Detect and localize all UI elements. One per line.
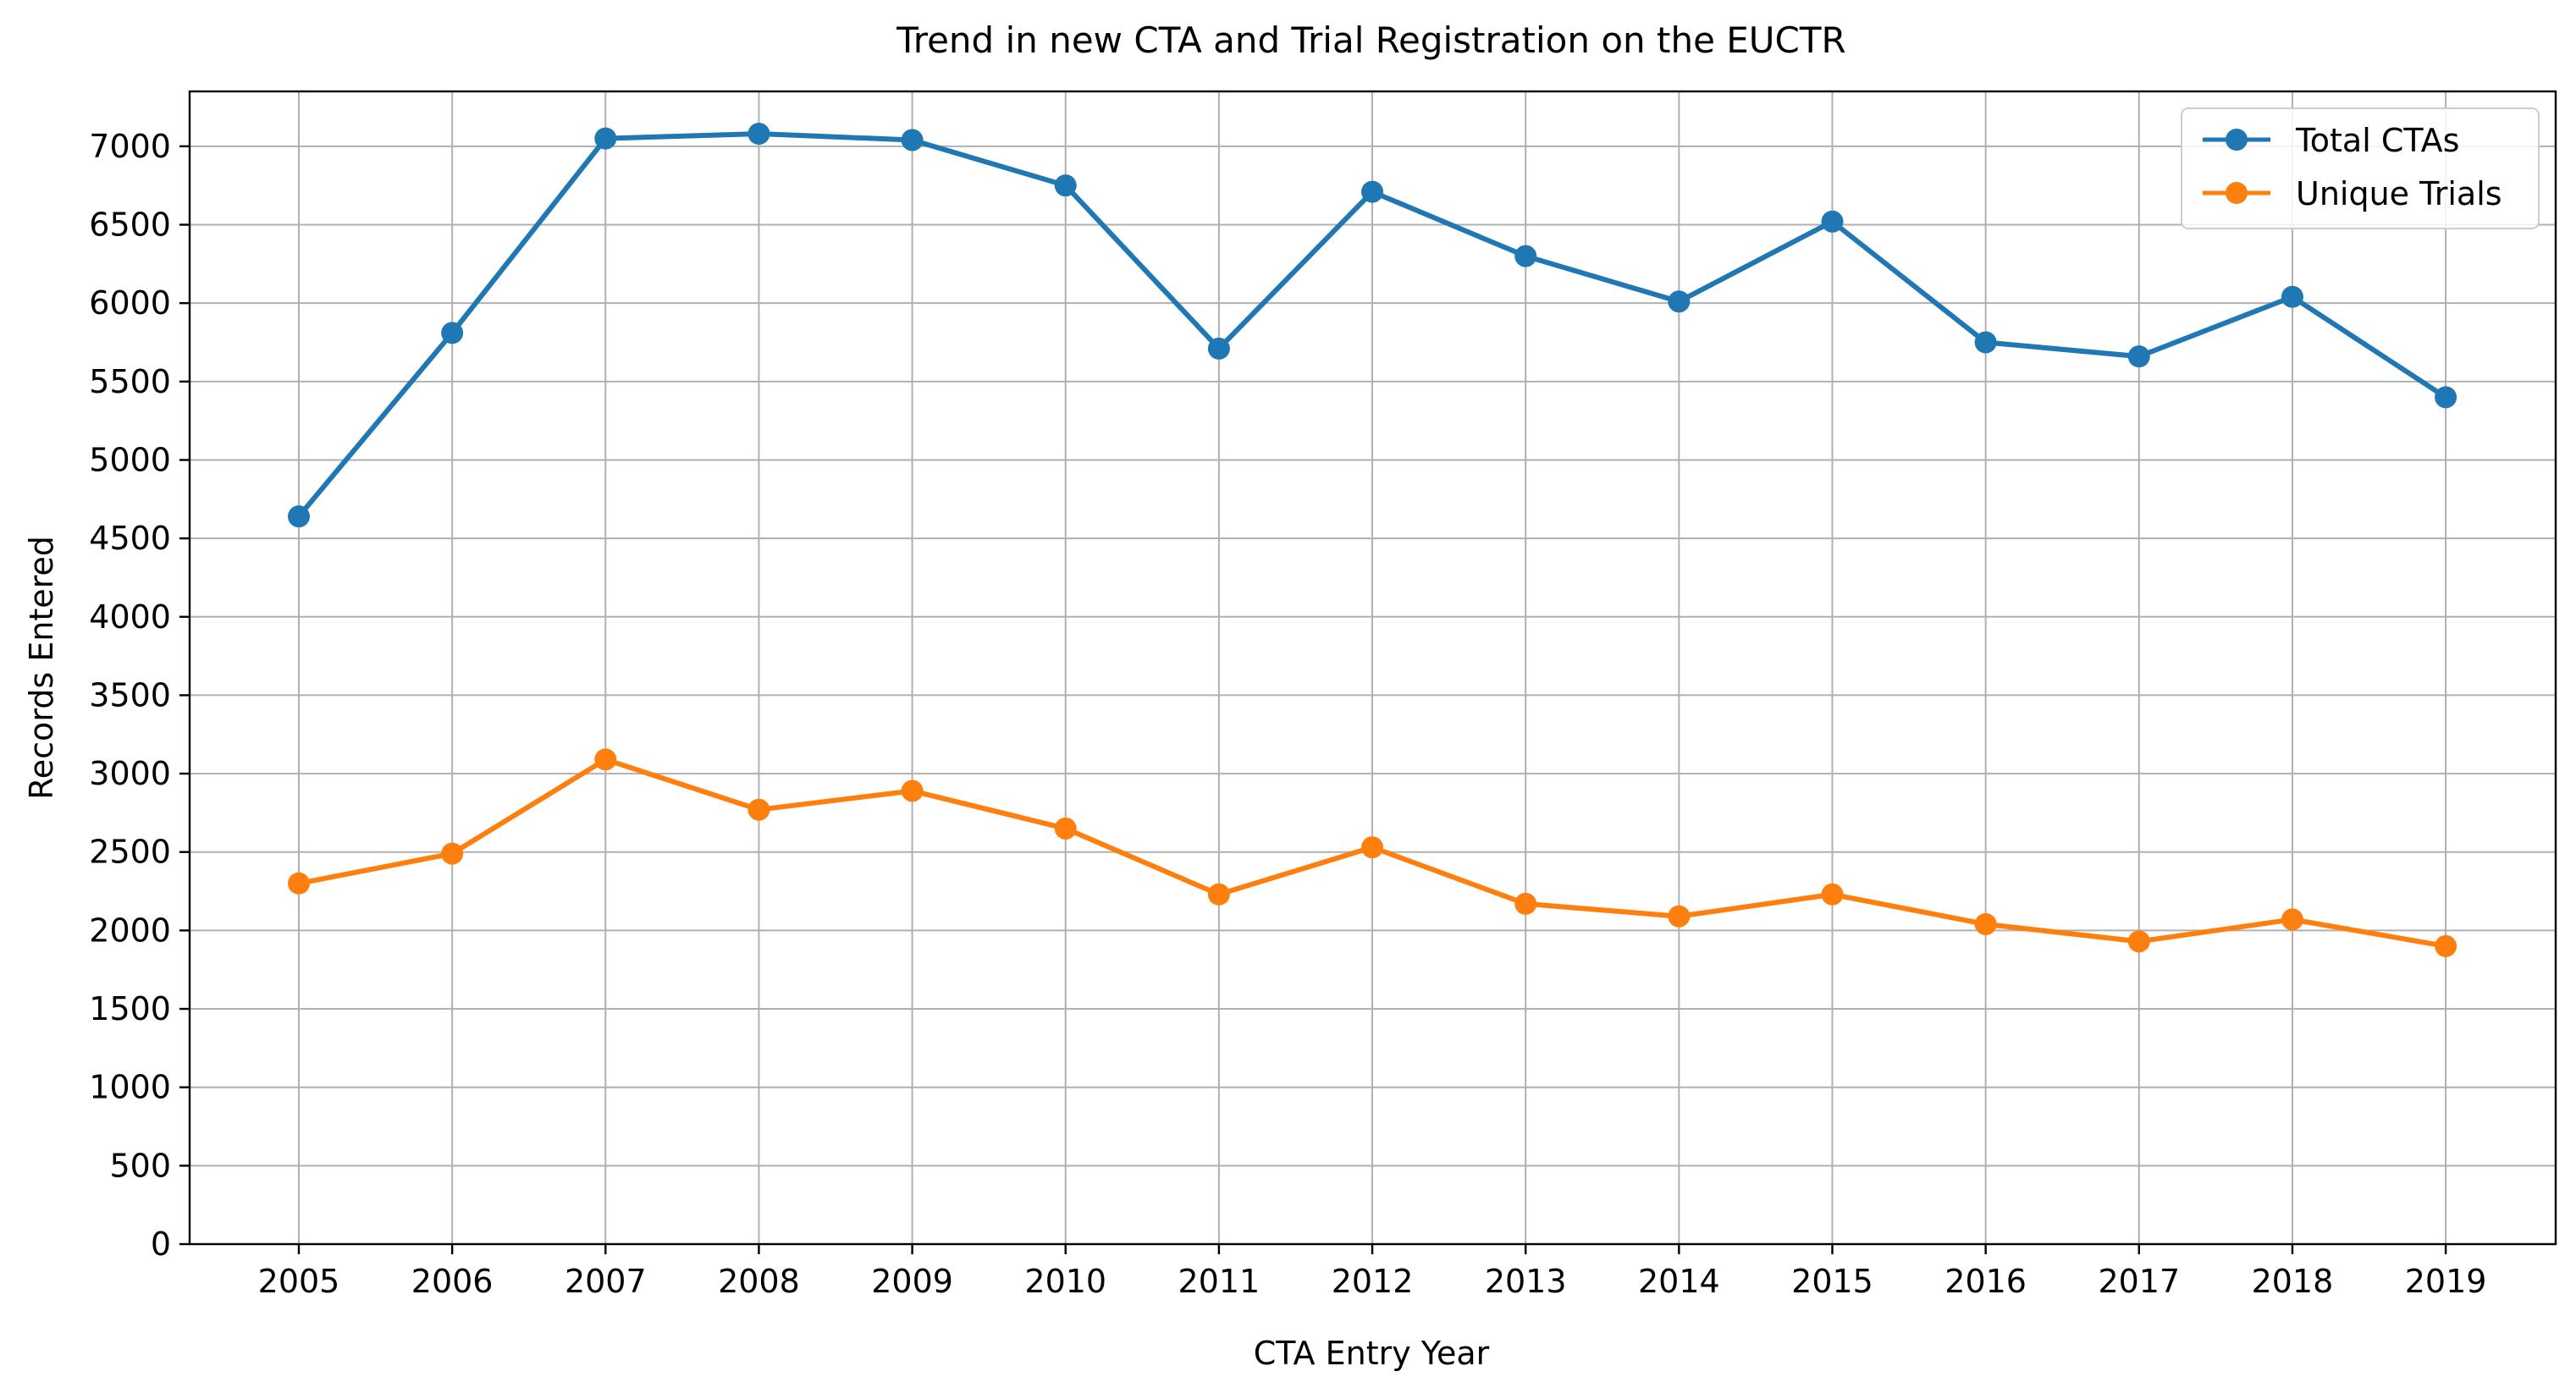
x-tick-label-2016: 2016 xyxy=(1944,1263,2027,1300)
data-point-total-ctas-2013 xyxy=(1514,245,1537,267)
x-tick-label-2017: 2017 xyxy=(2098,1263,2180,1300)
y-tick-label-3500: 3500 xyxy=(89,676,171,713)
data-point-unique-trials-2012 xyxy=(1361,836,1384,859)
x-tick-label-2005: 2005 xyxy=(258,1263,340,1300)
x-tick-label-2007: 2007 xyxy=(565,1263,647,1300)
data-point-unique-trials-2008 xyxy=(747,798,770,821)
series-layer xyxy=(288,123,2457,957)
data-point-total-ctas-2014 xyxy=(1668,290,1691,313)
y-tick-label-7000: 7000 xyxy=(89,128,171,165)
x-tick-label-2009: 2009 xyxy=(871,1263,953,1300)
data-point-unique-trials-2007 xyxy=(594,748,617,771)
x-tick-label-2014: 2014 xyxy=(1638,1263,1720,1300)
data-point-total-ctas-2008 xyxy=(747,123,770,146)
y-tick-label-2500: 2500 xyxy=(89,834,171,871)
data-point-total-ctas-2015 xyxy=(1821,210,1844,233)
x-tick-label-2019: 2019 xyxy=(2405,1263,2487,1300)
data-point-unique-trials-2011 xyxy=(1207,883,1230,906)
y-tick-label-2000: 2000 xyxy=(89,912,171,949)
legend-marker-total-ctas xyxy=(2226,129,2248,151)
legend: Total CTAs Unique Trials xyxy=(2181,107,2540,229)
x-tick-label-2006: 2006 xyxy=(411,1263,494,1300)
x-tick-label-2015: 2015 xyxy=(1791,1263,1873,1300)
y-tick-label-4000: 4000 xyxy=(89,598,171,636)
x-axis-label: CTA Entry Year xyxy=(1254,1335,1490,1372)
data-point-unique-trials-2013 xyxy=(1514,892,1537,915)
y-tick-label-6500: 6500 xyxy=(89,207,171,244)
y-tick-label-3000: 3000 xyxy=(89,755,171,792)
data-point-unique-trials-2017 xyxy=(2127,930,2150,953)
data-point-unique-trials-2019 xyxy=(2435,934,2457,957)
data-point-total-ctas-2009 xyxy=(901,129,924,151)
data-point-unique-trials-2009 xyxy=(901,779,924,802)
y-tick-label-6000: 6000 xyxy=(89,284,171,322)
y-tick-label-5000: 5000 xyxy=(89,441,171,478)
y-tick-label-1500: 1500 xyxy=(89,990,171,1027)
data-point-total-ctas-2012 xyxy=(1361,180,1384,203)
x-tick-label-2011: 2011 xyxy=(1178,1263,1260,1300)
x-tick-label-2012: 2012 xyxy=(1332,1263,1414,1300)
x-tick-label-2013: 2013 xyxy=(1485,1263,1567,1300)
y-tick-label-500: 500 xyxy=(109,1147,171,1184)
data-point-total-ctas-2019 xyxy=(2435,386,2457,409)
y-tick-label-1000: 1000 xyxy=(89,1069,171,1106)
data-point-total-ctas-2011 xyxy=(1207,337,1230,360)
data-point-unique-trials-2016 xyxy=(1974,912,1997,935)
y-axis-label: Records Entered xyxy=(23,536,60,800)
legend-marker-unique-trials xyxy=(2226,182,2248,204)
data-point-unique-trials-2015 xyxy=(1821,883,1844,906)
data-point-total-ctas-2007 xyxy=(594,127,617,150)
data-point-unique-trials-2014 xyxy=(1668,905,1691,928)
chart-title: Trend in new CTA and Trial Registration … xyxy=(896,19,1845,61)
data-point-total-ctas-2017 xyxy=(2127,345,2150,368)
data-point-total-ctas-2010 xyxy=(1054,174,1077,197)
grid-lines xyxy=(190,91,2556,1245)
legend-box xyxy=(2181,107,2540,229)
data-point-total-ctas-2018 xyxy=(2281,285,2303,308)
x-tick-label-2008: 2008 xyxy=(718,1263,800,1300)
y-tick-label-5500: 5500 xyxy=(89,363,171,400)
x-tick-label-2018: 2018 xyxy=(2252,1263,2334,1300)
data-point-unique-trials-2010 xyxy=(1054,817,1077,840)
data-point-unique-trials-2005 xyxy=(288,872,310,895)
data-point-unique-trials-2006 xyxy=(441,842,464,865)
data-point-total-ctas-2016 xyxy=(1974,331,1997,354)
y-axis: 0 500 1000 1500 2000 2500 3000 3500 4000 4500 5000… xyxy=(89,128,190,1263)
data-point-unique-trials-2018 xyxy=(2281,908,2303,931)
x-tick-label-2010: 2010 xyxy=(1024,1263,1106,1300)
x-axis: 2005 2006 2007 2008 2009 2010 2011 2012 2013 2014… xyxy=(258,1244,2487,1300)
legend-label-total-ctas: Total CTAs xyxy=(2295,122,2459,159)
data-point-total-ctas-2005 xyxy=(288,505,310,528)
y-tick-label-0: 0 xyxy=(151,1226,171,1263)
data-point-total-ctas-2006 xyxy=(441,322,464,344)
legend-label-unique-trials: Unique Trials xyxy=(2296,175,2502,212)
y-tick-label-4500: 4500 xyxy=(89,520,171,557)
